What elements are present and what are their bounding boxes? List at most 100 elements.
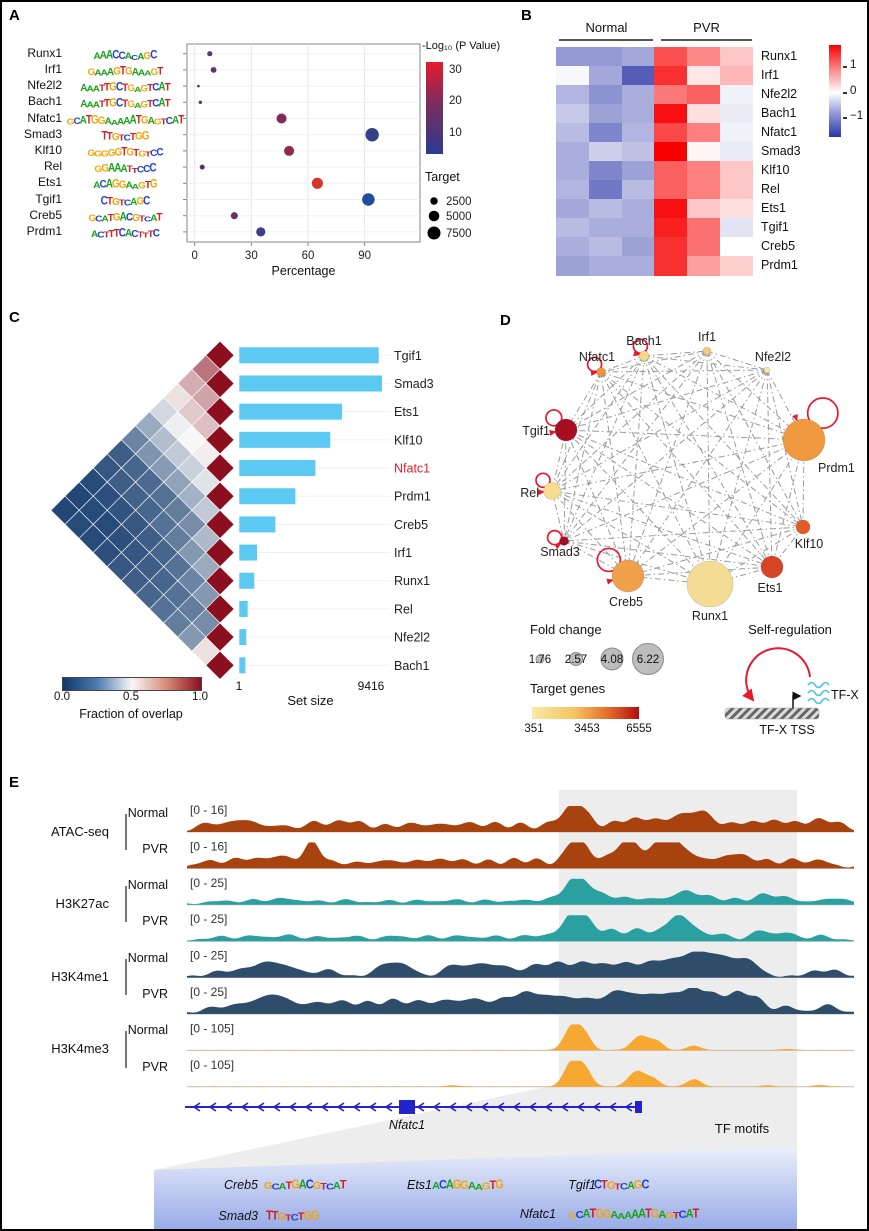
setsize-label-Tgif1: Tgif1	[394, 349, 422, 363]
heatmap-cell	[720, 256, 754, 276]
network-node-Runx1	[686, 560, 734, 608]
pvalue-tick-label: 20	[449, 95, 462, 107]
rna-squiggle	[807, 681, 830, 689]
network-node-Rel	[543, 482, 561, 500]
condition-label: Normal	[127, 1023, 168, 1037]
network-node-Nfe2l2	[763, 366, 771, 374]
network-node-Klf10	[795, 519, 811, 535]
motif-zoom-box	[154, 1147, 797, 1229]
colorbar-tick-mark	[843, 92, 847, 94]
network-edge	[551, 490, 565, 542]
network-edge	[643, 355, 804, 528]
network-edge	[643, 355, 768, 371]
fold-legend-circle	[569, 652, 583, 666]
setsize-bar-Nfe2l2	[239, 629, 247, 646]
heatmap-cell	[588, 256, 623, 276]
coverage-H3K4me1-PVR	[187, 988, 854, 1014]
x-tick-label: 30	[245, 250, 258, 262]
panelA-row-label-Ets1: Ets1	[37, 175, 62, 190]
heatmap-cell	[588, 218, 623, 238]
network-edge	[565, 429, 773, 568]
network-edge	[565, 429, 711, 585]
panelA-logo-Tgif1: CTGTCAGC	[66, 192, 184, 210]
heatmap-cell	[556, 256, 590, 276]
gene-direction-arrow	[464, 1102, 473, 1112]
heatmap-cell	[720, 66, 754, 86]
gene-direction-arrow	[560, 1102, 569, 1112]
self-loop-Prdm1	[806, 397, 839, 430]
heatmap-cell	[556, 237, 590, 257]
network-edge	[706, 350, 768, 371]
dna-bar	[724, 707, 820, 720]
network-node-Bach1	[638, 350, 650, 362]
network-edge	[600, 355, 645, 373]
gene-direction-arrow	[416, 1102, 425, 1112]
track-range-H3K4me3-Normal: [0 - 105]	[190, 1021, 234, 1035]
tfx-label: TF-X	[831, 688, 859, 702]
panelA-row-label-Creb5: Creb5	[29, 207, 62, 222]
network-edge	[563, 540, 629, 577]
network-edge	[551, 490, 711, 585]
fold-legend-value: 6.22	[637, 654, 659, 666]
network-edge	[563, 350, 708, 542]
panel-d-label: D	[500, 312, 511, 329]
fold-legend-value: 1.76	[529, 654, 551, 666]
network-edge	[706, 350, 805, 441]
heatmap-cell	[720, 85, 754, 105]
setsize-bar-Irf1	[239, 544, 258, 561]
target-genes-tick: 351	[524, 723, 544, 735]
target-size-dot	[428, 210, 440, 222]
network-edge	[709, 566, 773, 585]
setsize-bar-Bach1	[239, 657, 246, 674]
gene-direction-arrow	[240, 1102, 249, 1112]
track-range-H3K27ac-Normal: [0 - 25]	[190, 876, 227, 890]
network-edge	[565, 371, 602, 431]
self-loop-arrow	[606, 578, 614, 585]
network-node-Ets1	[760, 555, 784, 579]
setsize-label-Rel: Rel	[394, 602, 413, 616]
panelA-logo-Klf10: GGGGGTGTGTCC	[66, 143, 184, 161]
node-label-Nfe2l2: Nfe2l2	[755, 350, 791, 364]
heatmap-cell	[687, 180, 721, 200]
network-node-Creb5	[611, 559, 645, 593]
gene-direction-arrow	[512, 1102, 521, 1112]
dot-Klf10	[284, 145, 295, 156]
network-edge	[563, 371, 602, 542]
rna-squiggle	[807, 697, 830, 705]
gene-direction-arrow	[208, 1102, 217, 1112]
tracks-panel: [0 - 16] [0 - 16] [0 - 25] [0 - 25] [0 - 25]…	[154, 790, 854, 1229]
node-label-Nfatc1: Nfatc1	[579, 350, 615, 364]
gene-direction-arrow	[384, 1102, 393, 1112]
gene-direction-arrow	[272, 1102, 281, 1112]
heatmap-cell	[621, 218, 655, 238]
setsize-label-Creb5: Creb5	[394, 518, 428, 532]
motif-logo-Creb5: GCATGACGTCAT	[88, 210, 162, 224]
motif-logo-Runx1: AAACCACAGC	[93, 48, 158, 62]
heatmap-row-label-Creb5: Creb5	[761, 239, 796, 253]
condition-bracket	[125, 959, 127, 996]
setsize-label-Prdm1: Prdm1	[394, 490, 431, 504]
gene-direction-arrow	[576, 1102, 585, 1112]
network-edge	[551, 439, 805, 492]
panelA-row-label-Klf10: Klf10	[34, 142, 62, 157]
panelA-logo-Bach1: AAATTGCTGAGTCAT	[66, 94, 184, 112]
setsize-label-Nfatc1: Nfatc1	[394, 462, 430, 476]
heatmap-cell	[687, 123, 721, 143]
track-group-label-ATAC-seq: ATAC-seq	[50, 824, 109, 839]
overlap-colorbar	[62, 677, 202, 691]
motif-logo-bottom-Nfatc1: GCATGGAAAAATGAGTCAT	[568, 1206, 699, 1221]
dot-Ets1	[311, 177, 323, 189]
heatmap-cell	[720, 199, 754, 219]
heatmap-group-pvr: PVR	[693, 20, 720, 35]
pvalue-tick-label: 10	[449, 127, 462, 139]
target-legend-title: Target	[425, 170, 460, 184]
network-edge	[600, 371, 804, 528]
network-edge	[551, 369, 768, 492]
track-group-label-H3K4me3: H3K4me3	[51, 1041, 109, 1057]
heatmap-cell	[720, 104, 754, 124]
fold-legend-circle	[535, 654, 545, 664]
network-edge	[600, 369, 768, 373]
heatmap-cell	[687, 161, 721, 181]
x-tick-label: 90	[358, 250, 371, 262]
network-edge	[600, 371, 773, 568]
